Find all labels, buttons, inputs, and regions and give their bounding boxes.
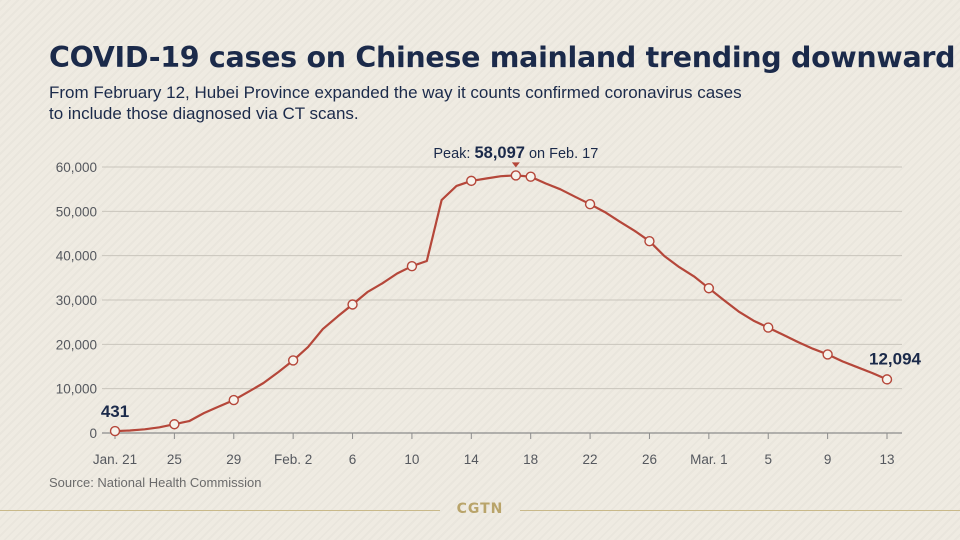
data-point [822, 349, 833, 360]
y-tick-label: 30,000 [56, 293, 97, 308]
data-point [763, 322, 774, 333]
x-tick-label: 18 [523, 452, 538, 467]
footer-divider-left [0, 510, 440, 511]
series-layer [109, 170, 893, 437]
annotations: 431 12,094 Peak: 58,097 on Feb. 17 [101, 144, 922, 421]
data-point [881, 374, 893, 385]
x-tick-label: 26 [642, 452, 657, 467]
x-tick-label: 22 [583, 452, 598, 467]
x-tick-label: Mar. 1 [690, 452, 728, 467]
data-point [109, 425, 121, 437]
peak-label: Peak: 58,097 on Feb. 17 [433, 144, 598, 162]
start-value-label: 431 [101, 402, 129, 421]
y-tick-label: 40,000 [56, 249, 97, 264]
end-value-label: 12,094 [869, 349, 922, 368]
x-tick-label: Jan. 21 [93, 452, 137, 467]
data-point [644, 236, 655, 247]
series-line [113, 174, 889, 433]
x-tick-label: 10 [404, 452, 419, 467]
data-point [525, 171, 536, 182]
cgtn-logo: CGTN [456, 501, 504, 517]
x-tick-label: 6 [349, 452, 357, 467]
y-tick-label: 0 [89, 426, 97, 441]
y-tick-label: 20,000 [56, 337, 97, 352]
y-tick-label: 60,000 [56, 160, 97, 175]
data-point [510, 170, 522, 181]
data-point [287, 355, 299, 366]
footer-divider-right [520, 510, 960, 511]
x-tick-label: 13 [879, 452, 894, 467]
data-point [466, 175, 477, 187]
x-tick-label: 14 [464, 452, 480, 467]
data-point [228, 394, 239, 406]
chart-subtitle: From February 12, Hubei Province expande… [49, 83, 742, 123]
data-point [169, 419, 180, 430]
x-tick-label: 25 [167, 452, 182, 467]
peak-marker-arrow [511, 162, 520, 168]
y-tick-label: 10,000 [56, 382, 97, 397]
data-point [584, 199, 596, 210]
chart-title: COVID-19 cases on Chinese mainland trend… [49, 41, 956, 74]
x-axis: Jan. 21 25 29 Feb. 2 6 10 14 18 22 26 Mar. 1 5 9 13 [93, 432, 902, 467]
y-axis: 0 10,000 20,000 30,000 40,000 50,000 60,000 [56, 160, 97, 441]
x-tick-label: 5 [764, 452, 772, 467]
data-point [406, 260, 418, 272]
x-tick-label: Feb. 2 [274, 452, 312, 467]
x-tick-label: 9 [824, 452, 832, 467]
grid-lines [102, 166, 902, 390]
source-note: Source: National Health Commission [49, 475, 262, 490]
y-tick-label: 50,000 [56, 204, 97, 219]
data-point [703, 283, 715, 294]
x-tick-label: 29 [226, 452, 241, 467]
data-point [347, 299, 358, 310]
